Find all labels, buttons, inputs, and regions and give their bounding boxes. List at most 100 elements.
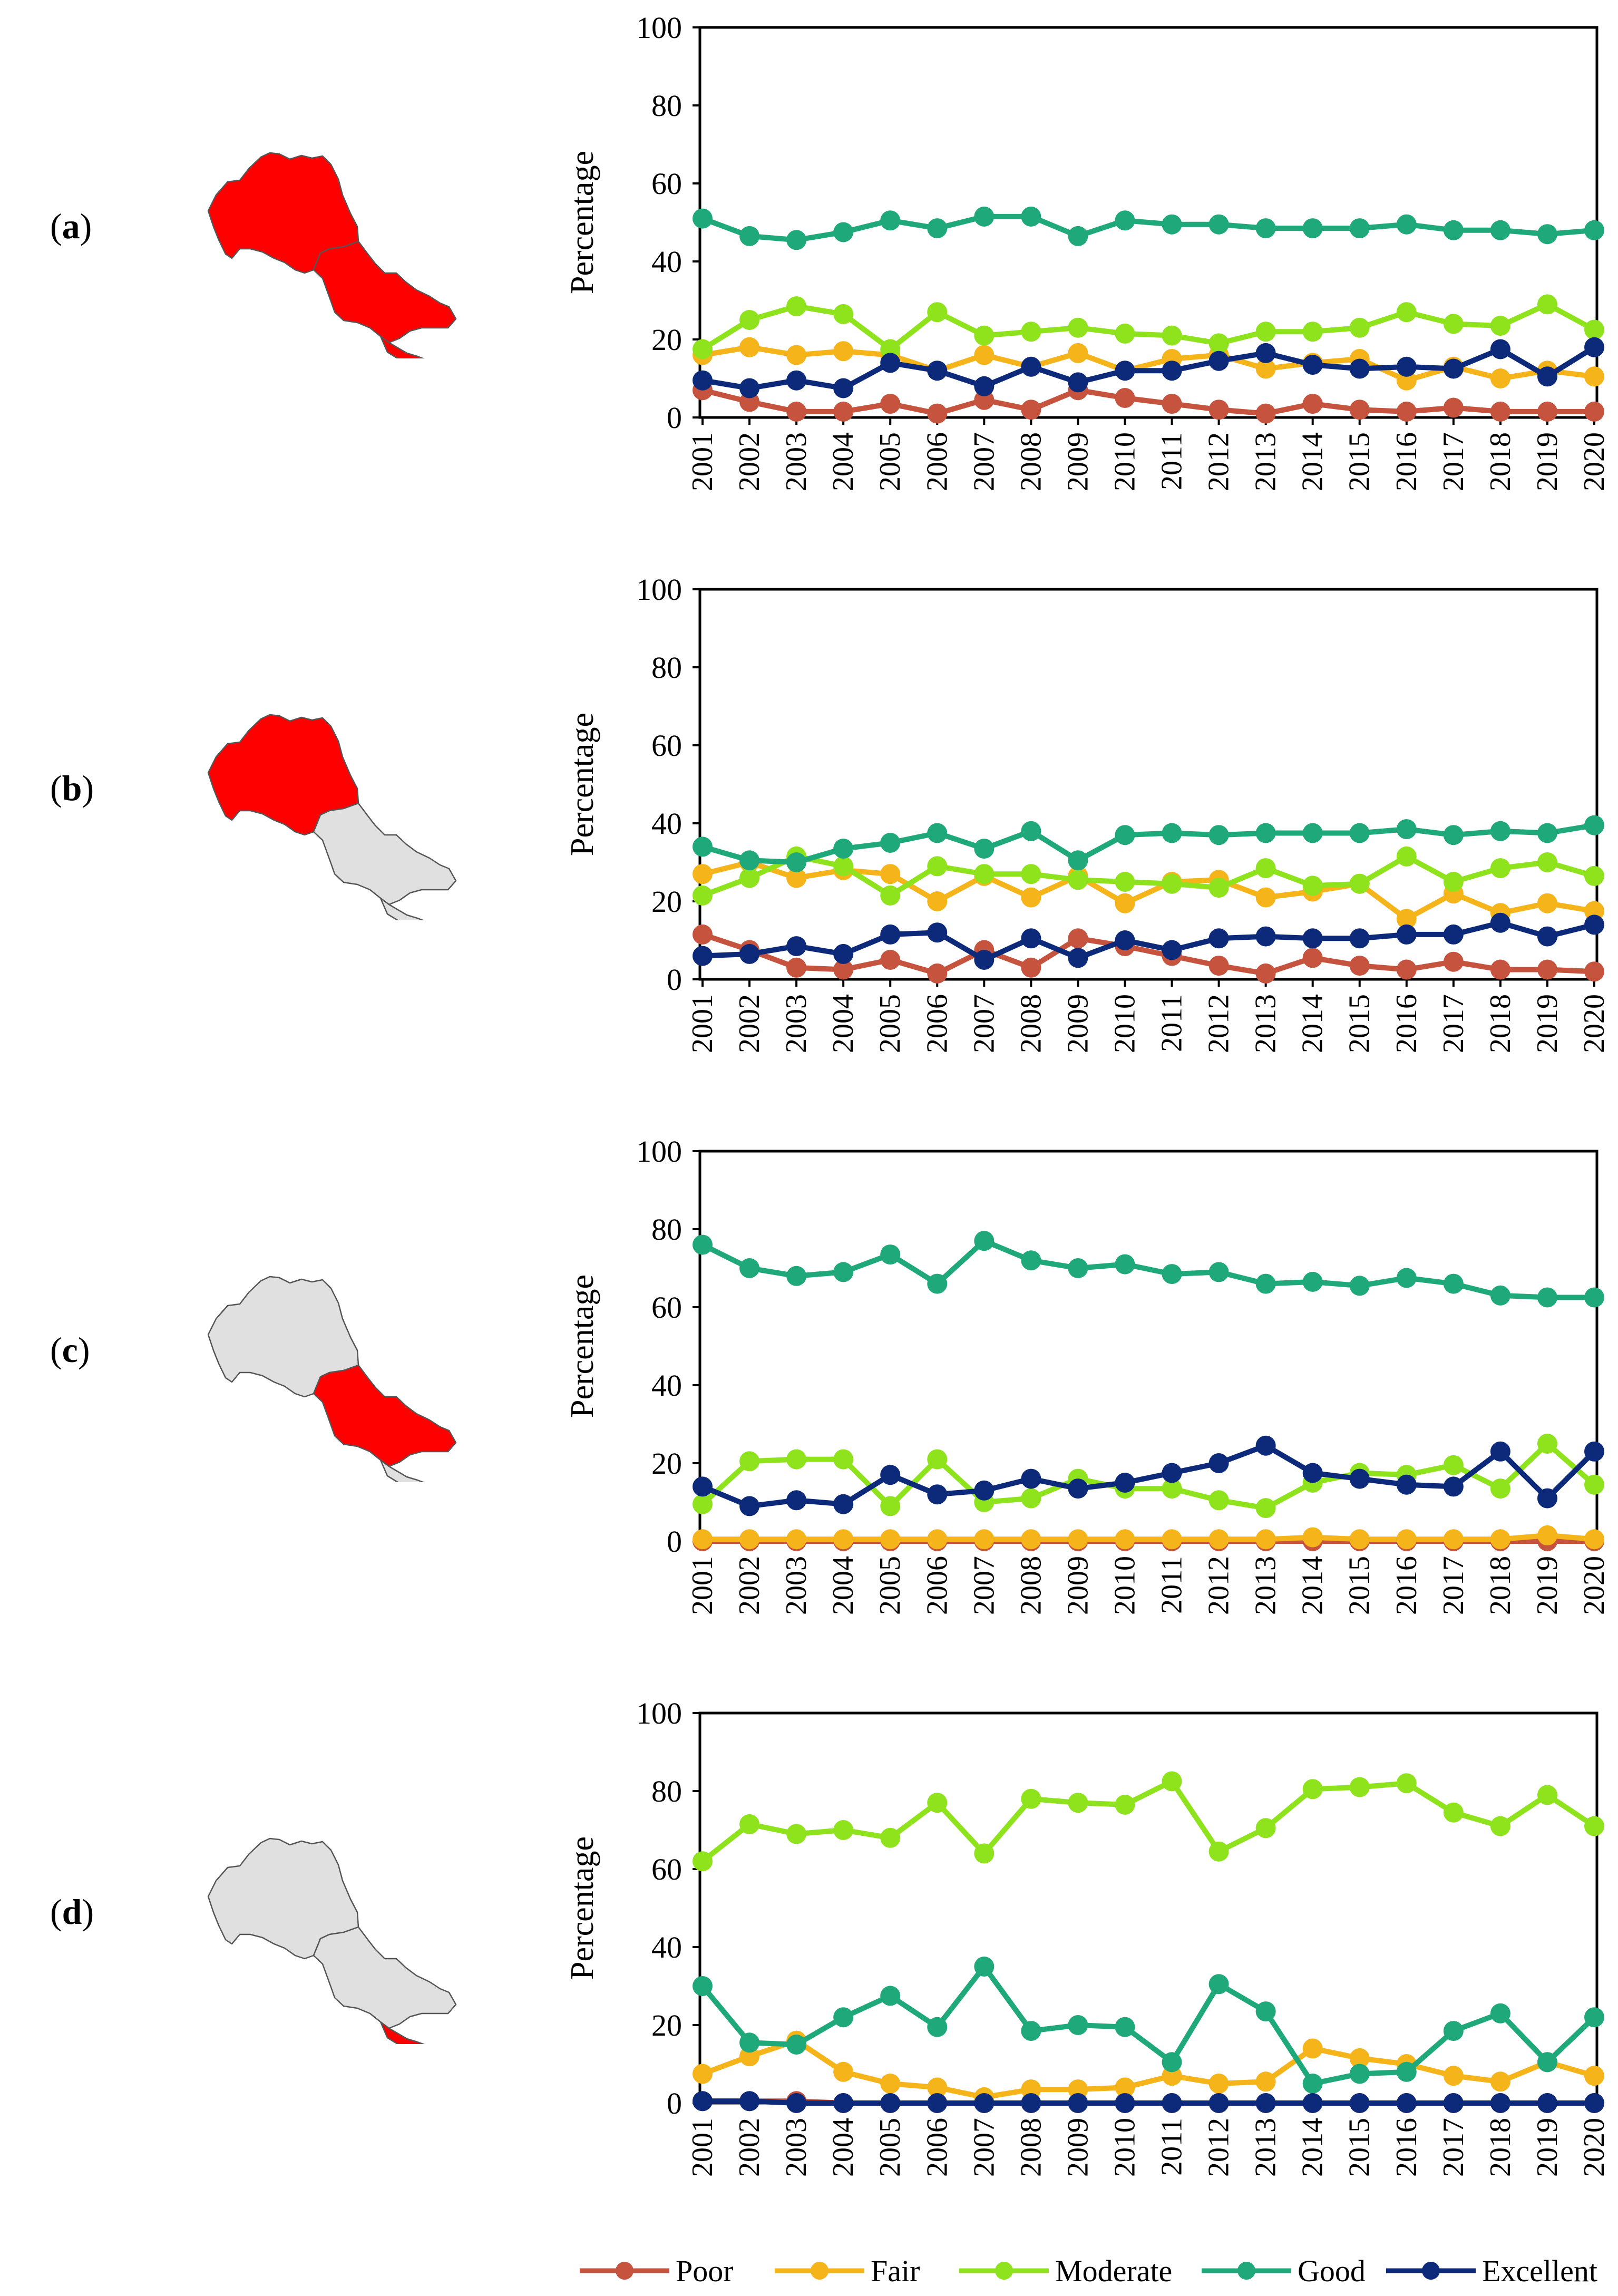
data-point [1068,928,1088,949]
legend-swatch [1386,2262,1476,2280]
plot-frame [698,588,1598,981]
map-region-middle [313,802,457,906]
y-tick-label: 60 [651,1852,682,1886]
map-region-lower [379,897,425,920]
data-point [1115,893,1135,913]
data-point [880,885,901,906]
x-tick-label: 2012 [1203,2118,1235,2177]
data-point [880,1986,901,2006]
data-point [1115,1529,1135,1550]
data-point [1302,1779,1323,1799]
data-point [1068,1793,1088,1813]
data-point [1443,1476,1464,1497]
map-region-lower [379,335,425,358]
data-point [1537,1287,1557,1308]
y-tick-label: 100 [636,1696,682,1730]
x-tick-label: 2008 [1015,994,1047,1053]
data-point [1255,2093,1276,2113]
data-point [1068,2015,1088,2035]
x-tick-label: 2004 [827,994,860,1053]
data-point [927,1484,948,1505]
data-point [880,1529,901,1550]
data-point [974,1480,995,1501]
y-axis-label: Percentage [564,1836,600,1980]
data-point [1490,1816,1510,1836]
line-chart: 0 20 40 60 80 100 2001 2002 2003 2004 2005 2006 2007… [564,11,1611,491]
y-tick-label: 80 [651,1774,682,1808]
data-point [1537,2093,1557,2113]
x-tick-label: 2019 [1531,994,1564,1053]
data-point [1349,1529,1370,1550]
data-point [1349,1276,1370,1296]
data-point [1537,1488,1557,1509]
panel-label: (a) [50,206,92,246]
x-tick-label: 2009 [1061,994,1094,1053]
data-point [1208,351,1229,371]
legend-marker [995,2262,1013,2280]
data-point [1396,302,1417,323]
data-point [1537,959,1557,980]
y-tick-label: 40 [651,245,682,279]
data-point [1584,1287,1604,1308]
y-tick-label: 40 [651,806,682,841]
map-region-lower [379,2021,425,2044]
data-point [880,2093,901,2113]
data-point [974,864,995,884]
data-point [1584,1474,1604,1495]
legend-marker [811,2262,829,2280]
map-region-lower [379,1459,425,1482]
data-point [693,1529,713,1550]
data-point [1396,909,1417,929]
x-tick-label: 2013 [1250,1556,1282,1615]
data-point [1255,823,1276,843]
data-point [786,2035,807,2055]
data-point [974,345,995,365]
x-tick-label: 2017 [1437,432,1470,491]
y-tick-label: 100 [636,11,682,45]
series-good [693,1231,1604,1308]
data-point [1302,1271,1323,1292]
x-tick-label: 2015 [1343,1556,1376,1615]
data-point [739,1814,760,1834]
data-point [1255,218,1276,239]
data-point [927,1793,948,1813]
data-point [833,378,854,398]
y-tick-label: 0 [667,2086,682,2120]
data-point [880,950,901,970]
data-point [1443,220,1464,240]
data-point [927,403,948,424]
x-tick-label: 2004 [827,1556,860,1615]
y-tick-label: 60 [651,167,682,201]
data-point [1349,1777,1370,1797]
data-point [1490,1285,1510,1306]
x-tick-label: 2010 [1108,994,1141,1053]
data-point [1349,2048,1370,2068]
series-good [693,1957,1604,2094]
x-tick-label: 2020 [1578,2118,1611,2177]
data-point [927,922,948,943]
data-point [1349,358,1370,379]
data-point [1396,401,1417,422]
data-point [1208,1262,1229,1282]
data-point [833,943,854,964]
x-tick-label: 2020 [1578,432,1611,491]
data-point [1349,218,1370,239]
data-point [927,891,948,911]
data-point [1349,873,1370,894]
panel-letter: d [62,1892,82,1932]
data-point [927,1449,948,1470]
data-point [786,1824,807,1844]
data-point [1255,963,1276,984]
data-point [1302,2074,1323,2094]
x-tick-label: 2015 [1343,432,1376,491]
data-point [1584,914,1604,935]
data-point [1302,322,1323,342]
data-point [1490,912,1510,933]
data-point [1021,864,1041,884]
data-point [1302,2093,1323,2113]
x-tick-label: 2012 [1203,432,1235,491]
data-point [1208,400,1229,420]
data-point [1208,333,1229,354]
data-point [1537,366,1557,387]
data-point [1068,226,1088,246]
